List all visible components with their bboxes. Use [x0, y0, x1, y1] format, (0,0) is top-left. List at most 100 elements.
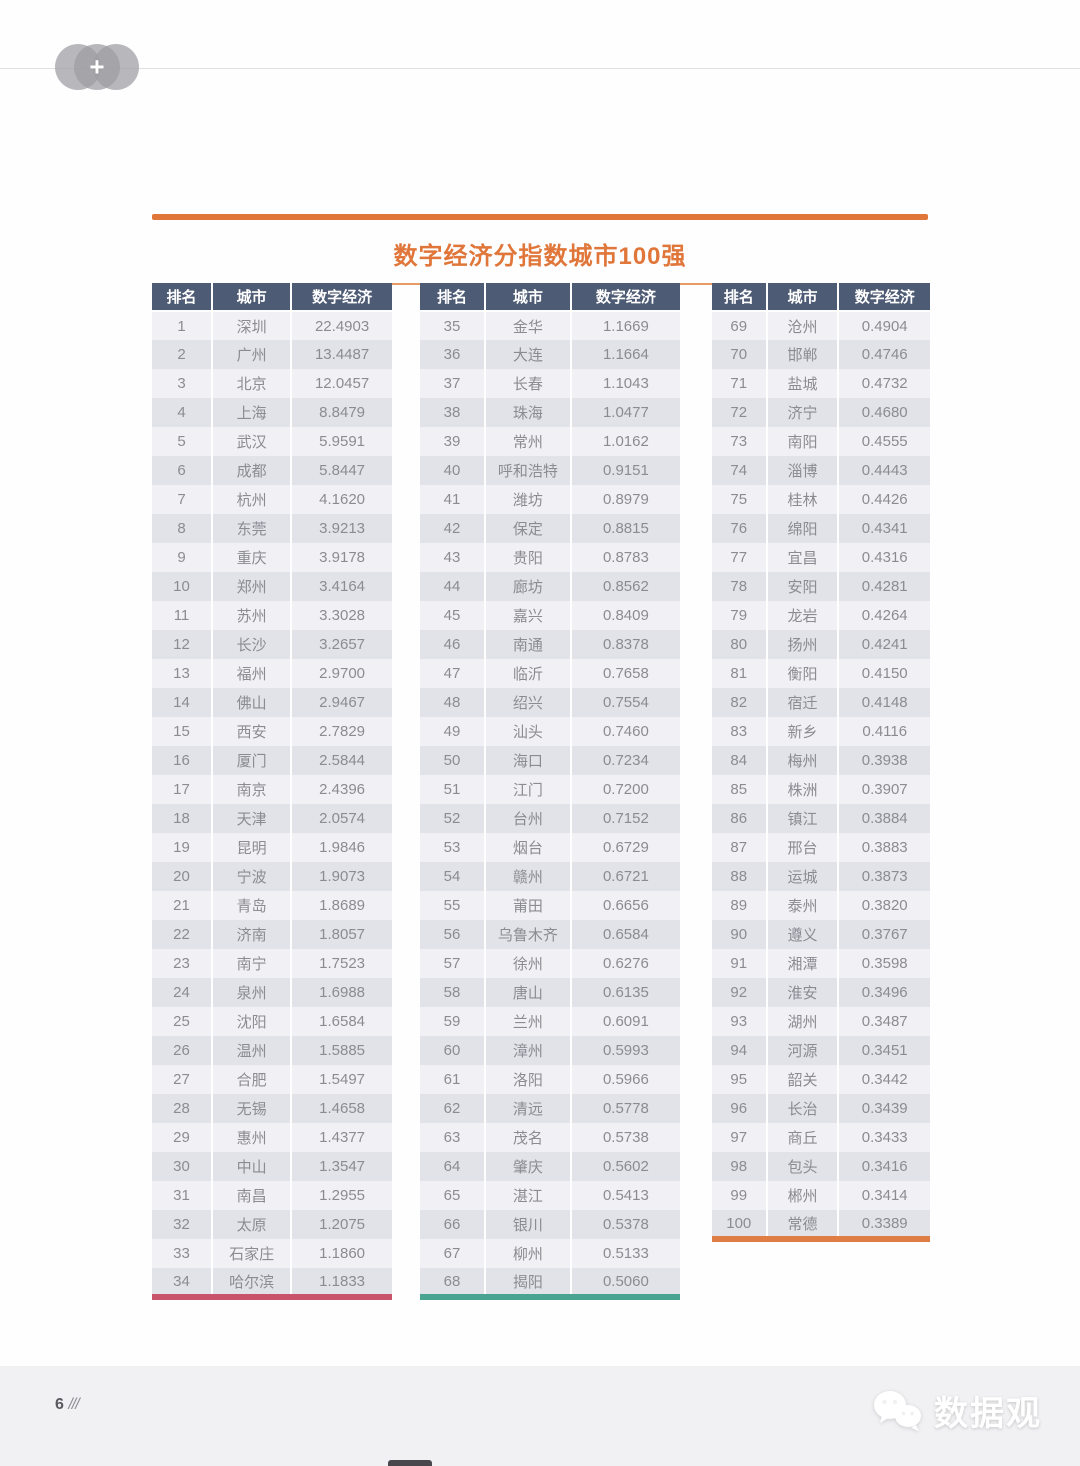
value-cell: 0.5778 — [569, 1094, 680, 1123]
city-cell: 常德 — [765, 1210, 839, 1239]
rank-cell: 58 — [420, 978, 485, 1007]
city-cell: 泰州 — [765, 891, 839, 920]
value-cell: 0.3767 — [837, 920, 930, 949]
value-cell: 5.8447 — [290, 456, 392, 485]
city-cell: 新乡 — [765, 717, 839, 746]
city-cell: 苏州 — [210, 601, 292, 630]
city-cell: 洛阳 — [484, 1065, 571, 1094]
city-cell: 石家庄 — [210, 1239, 292, 1268]
rank-cell: 27 — [152, 1065, 212, 1094]
rank-cell: 60 — [420, 1036, 485, 1065]
table-row: 89 泰州 0.3820 — [712, 891, 930, 920]
city-cell: 长沙 — [210, 630, 292, 659]
value-cell: 0.5060 — [569, 1268, 680, 1297]
value-column-header: 数字经济 — [290, 283, 392, 312]
value-cell: 1.1043 — [569, 369, 680, 398]
table-row: 13 福州 2.9700 — [152, 659, 392, 688]
value-cell: 3.9178 — [290, 543, 392, 572]
rank-cell: 95 — [712, 1065, 767, 1094]
city-cell: 西安 — [210, 717, 292, 746]
city-cell: 运城 — [765, 862, 839, 891]
table-row: 6 成都 5.8447 — [152, 456, 392, 485]
value-cell: 0.8409 — [569, 601, 680, 630]
rank-cell: 4 — [152, 398, 212, 427]
value-cell: 1.2955 — [290, 1181, 392, 1210]
city-cell: 徐州 — [484, 949, 571, 978]
rank-cell: 69 — [712, 311, 767, 340]
city-cell: 湖州 — [765, 1007, 839, 1036]
city-cell: 银川 — [484, 1210, 571, 1239]
value-cell: 0.7200 — [569, 775, 680, 804]
value-cell: 0.3442 — [837, 1065, 930, 1094]
city-cell: 深圳 — [210, 311, 292, 340]
value-cell: 0.6276 — [569, 949, 680, 978]
city-cell: 淮安 — [765, 978, 839, 1007]
value-cell: 0.4148 — [837, 688, 930, 717]
table-row: 4 上海 8.8479 — [152, 398, 392, 427]
city-cell: 商丘 — [765, 1123, 839, 1152]
table-row: 8 东莞 3.9213 — [152, 514, 392, 543]
city-cell: 莆田 — [484, 891, 571, 920]
table-row: 31 南昌 1.2955 — [152, 1181, 392, 1210]
city-cell: 淄博 — [765, 456, 839, 485]
table-row: 60 漳州 0.5993 — [420, 1036, 680, 1065]
rank-cell: 82 — [712, 688, 767, 717]
table-row: 61 洛阳 0.5966 — [420, 1065, 680, 1094]
rank-cell: 71 — [712, 369, 767, 398]
rank-column-header: 排名 — [420, 283, 485, 312]
value-cell: 1.3547 — [290, 1152, 392, 1181]
city-cell: 肇庆 — [484, 1152, 571, 1181]
bottom-notch — [388, 1460, 432, 1466]
table-row: 55 莆田 0.6656 — [420, 891, 680, 920]
value-cell: 0.3451 — [837, 1036, 930, 1065]
table-row: 20 宁波 1.9073 — [152, 862, 392, 891]
table-row: 99 郴州 0.3414 — [712, 1181, 930, 1210]
table-row: 90 遵义 0.3767 — [712, 920, 930, 949]
value-cell: 0.4281 — [837, 572, 930, 601]
table-row: 73 南阳 0.4555 — [712, 427, 930, 456]
city-cell: 宁波 — [210, 862, 292, 891]
rank-cell: 80 — [712, 630, 767, 659]
rank-cell: 68 — [420, 1268, 485, 1297]
table-row: 44 廊坊 0.8562 — [420, 572, 680, 601]
rank-cell: 83 — [712, 717, 767, 746]
rank-cell: 59 — [420, 1007, 485, 1036]
table-row: 21 青岛 1.8689 — [152, 891, 392, 920]
rank-cell: 6 — [152, 456, 212, 485]
table-row: 47 临沂 0.7658 — [420, 659, 680, 688]
city-cell: 镇江 — [765, 804, 839, 833]
rank-cell: 8 — [152, 514, 212, 543]
rank-cell: 99 — [712, 1181, 767, 1210]
value-cell: 0.5413 — [569, 1181, 680, 1210]
rank-cell: 45 — [420, 601, 485, 630]
value-cell: 0.3907 — [837, 775, 930, 804]
rank-cell: 38 — [420, 398, 485, 427]
value-cell: 1.5885 — [290, 1036, 392, 1065]
value-cell: 0.3389 — [837, 1210, 930, 1239]
table-row: 39 常州 1.0162 — [420, 427, 680, 456]
city-cell: 台州 — [484, 804, 571, 833]
value-cell: 3.9213 — [290, 514, 392, 543]
table-row: 78 安阳 0.4281 — [712, 572, 930, 601]
city-cell: 唐山 — [484, 978, 571, 1007]
rank-cell: 42 — [420, 514, 485, 543]
table-header-row: 排名 城市 数字经济 — [152, 283, 392, 312]
value-cell: 0.6721 — [569, 862, 680, 891]
city-cell: 清远 — [484, 1094, 571, 1123]
rank-cell: 47 — [420, 659, 485, 688]
rank-cell: 90 — [712, 920, 767, 949]
value-cell: 12.0457 — [290, 369, 392, 398]
rank-cell: 79 — [712, 601, 767, 630]
value-cell: 1.0162 — [569, 427, 680, 456]
value-cell: 1.8689 — [290, 891, 392, 920]
page-number-slashes: /// — [68, 1396, 79, 1413]
value-cell: 0.4904 — [837, 311, 930, 340]
value-cell: 2.7829 — [290, 717, 392, 746]
rank-cell: 100 — [712, 1210, 767, 1239]
value-cell: 0.3414 — [837, 1181, 930, 1210]
value-cell: 1.8057 — [290, 920, 392, 949]
city-cell: 乌鲁木齐 — [484, 920, 571, 949]
table-row: 54 赣州 0.6721 — [420, 862, 680, 891]
rank-cell: 16 — [152, 746, 212, 775]
value-cell: 0.4732 — [837, 369, 930, 398]
